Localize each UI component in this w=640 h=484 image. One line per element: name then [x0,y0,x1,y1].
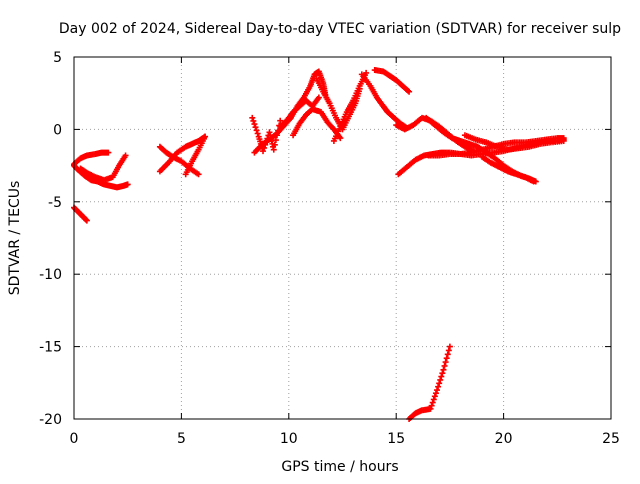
series-track-u [479,153,537,185]
x-axis-label: GPS time / hours [281,459,398,475]
data-point [249,114,256,121]
axes: 0 5 10 15 20 25 5 0 -5 -10 -15 -20 [39,50,620,447]
series-track-c [77,152,129,184]
x-tick-label: 0 [70,431,79,447]
data-point [442,359,449,366]
data-point [270,146,277,153]
data-point [272,137,279,144]
y-tick-label: -15 [39,340,62,356]
data-point [428,402,435,409]
x-tick-label: 25 [602,431,620,447]
data-point [440,366,447,373]
data-point [315,94,322,101]
data-point [277,117,284,124]
data-point [124,181,131,188]
data-point [271,141,278,148]
series-track-t [461,132,567,153]
y-tick-label: -5 [48,195,62,211]
data-point [437,376,444,383]
data-point [436,380,443,387]
y-tick-label: -20 [39,412,62,428]
data-point [429,399,436,406]
data-point [253,127,260,134]
plot-border [73,56,612,420]
chart-title: Day 002 of 2024, Sidereal Day-to-day VTE… [59,21,621,37]
series-track-v [406,343,453,422]
series-track-g [182,133,209,178]
data-point [439,370,446,377]
data-point [446,343,453,350]
data-point [363,69,370,76]
series-track-n [358,71,410,131]
series-track-j [277,94,322,130]
data-point [195,171,202,178]
x-tick-label: 20 [495,431,513,447]
data-point [260,148,267,155]
data-point [83,217,90,224]
series-track-m [330,69,370,144]
data-point [431,393,438,400]
series-track-o [371,67,413,95]
data-point [254,130,261,137]
y-tick-label: -10 [39,267,62,283]
data-layer [71,67,567,422]
data-point [435,383,442,390]
series-track-a [71,149,112,168]
x-tick-label: 5 [177,431,186,447]
data-point [252,124,259,131]
series-track-k [290,106,344,142]
data-point [438,373,445,380]
data-point [202,133,209,140]
data-point [250,117,257,124]
data-point [105,149,112,156]
data-point [430,396,437,403]
data-point [251,121,258,128]
data-point [337,135,344,142]
data-point [560,137,567,144]
y-tick-label: 5 [53,50,62,66]
x-tick-label: 10 [280,431,298,447]
data-point [444,351,451,358]
data-point [406,88,413,95]
data-point [405,87,412,94]
data-point [443,355,450,362]
grid [74,57,611,419]
data-point [427,405,434,412]
data-point [122,152,129,159]
data-point [432,390,439,397]
data-point [434,387,441,394]
x-tick-label: 15 [387,431,405,447]
data-point [530,178,537,185]
data-point [441,362,448,369]
data-point [445,347,452,354]
y-axis-label: SDTVAR / TECUs [7,181,23,296]
y-tick-label: 0 [53,122,62,138]
